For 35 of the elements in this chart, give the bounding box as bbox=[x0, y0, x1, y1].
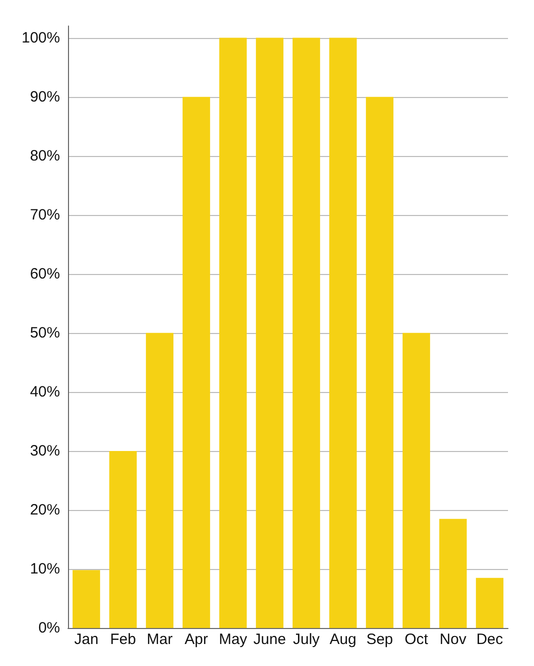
y-tick-label: 80% bbox=[30, 147, 60, 164]
y-tick-label: 0% bbox=[38, 620, 60, 636]
x-tick-label: Mar bbox=[146, 631, 173, 648]
y-tick-label: 100% bbox=[22, 29, 60, 46]
bar bbox=[402, 332, 430, 628]
x-tick-label: Sep bbox=[366, 631, 394, 648]
y-tick-label: 60% bbox=[30, 265, 60, 282]
y-tick-label: 90% bbox=[30, 88, 60, 106]
y-tick-label: 50% bbox=[30, 324, 60, 342]
bar bbox=[219, 38, 247, 628]
x-tick-label: Apr bbox=[184, 631, 208, 648]
x-tick-label: Aug bbox=[330, 631, 356, 648]
x-tick-label: July bbox=[292, 631, 320, 648]
bar bbox=[72, 570, 100, 628]
x-tick-label: Dec bbox=[476, 631, 504, 648]
bar bbox=[439, 518, 467, 628]
x-tick-label: Feb bbox=[110, 631, 136, 648]
bar bbox=[182, 96, 210, 628]
y-tick-label: 20% bbox=[30, 501, 60, 518]
bar bbox=[109, 450, 137, 628]
bar bbox=[366, 96, 394, 628]
y-tick-label: 10% bbox=[30, 560, 60, 578]
y-tick-label: 30% bbox=[30, 442, 60, 460]
x-tick-label: Jan bbox=[74, 631, 98, 648]
x-tick-label: Nov bbox=[440, 631, 467, 648]
x-tick-label: June bbox=[253, 631, 286, 648]
bar bbox=[146, 332, 174, 628]
y-tick-label: 40% bbox=[30, 383, 60, 400]
bar bbox=[476, 578, 504, 628]
y-tick-label: 70% bbox=[30, 206, 60, 224]
bar bbox=[256, 38, 284, 628]
bar bbox=[292, 38, 320, 628]
x-tick-label: Oct bbox=[404, 631, 429, 648]
bar bbox=[329, 38, 357, 628]
x-tick-label: May bbox=[218, 631, 248, 648]
